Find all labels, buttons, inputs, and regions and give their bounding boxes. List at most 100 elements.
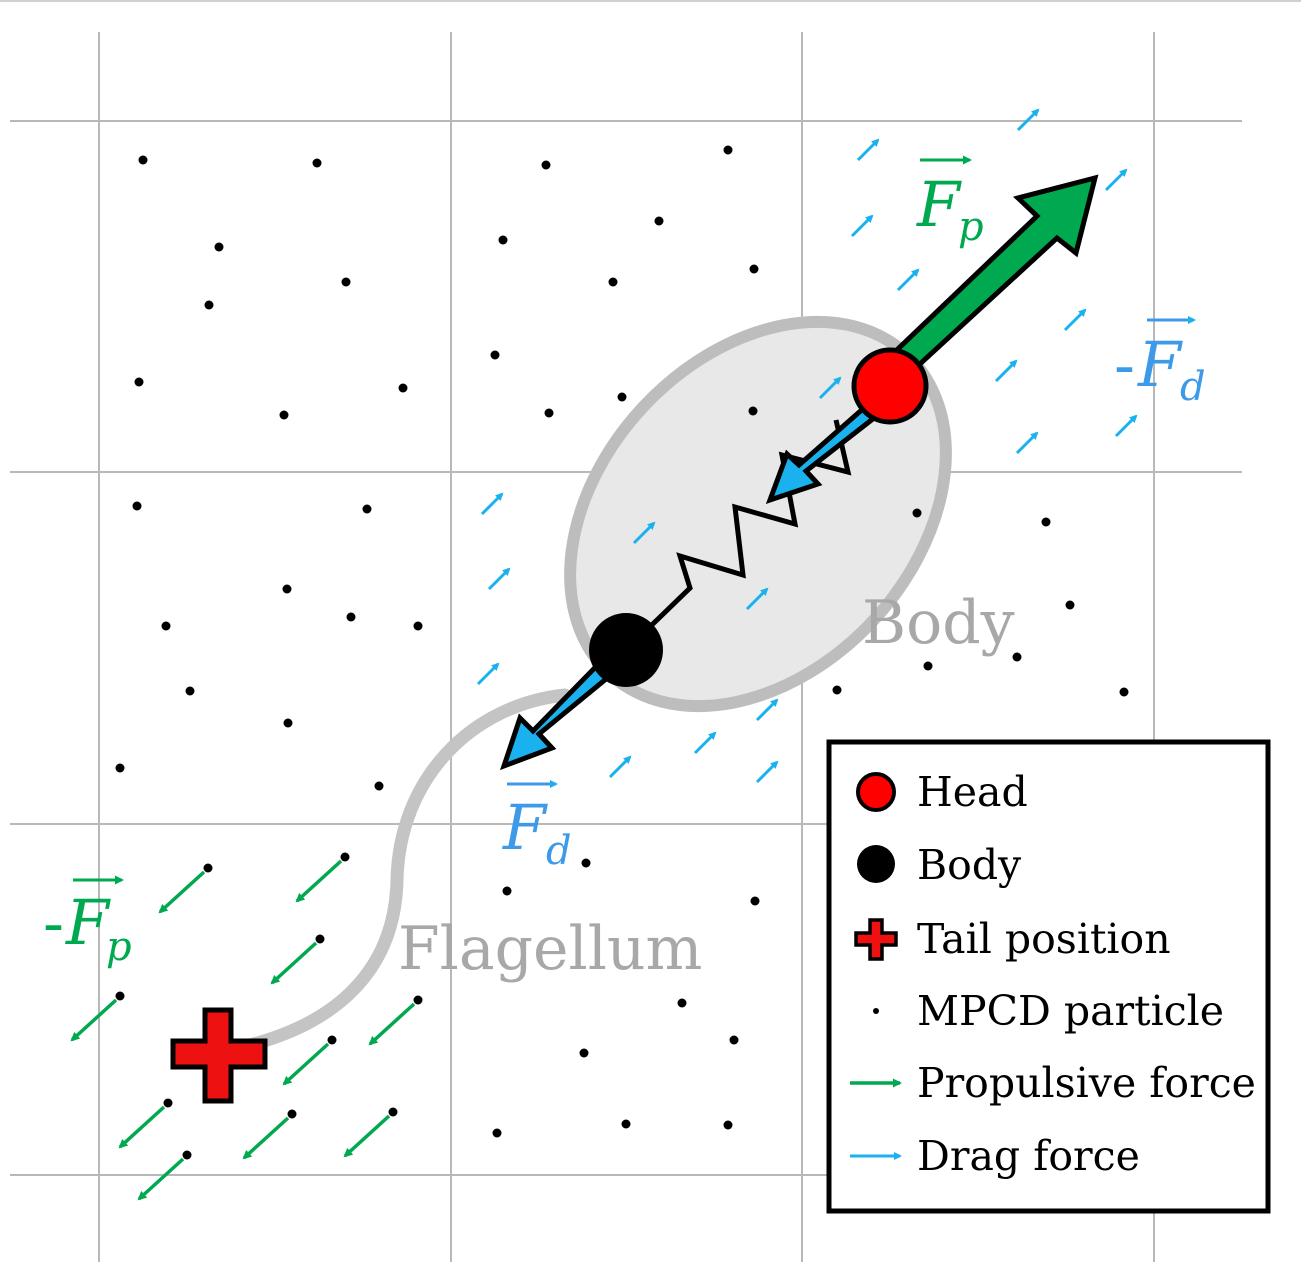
fp-label: F p <box>916 155 984 250</box>
drag-force-arrow <box>1015 431 1039 455</box>
legend-item-head: Head <box>856 768 1028 816</box>
mpcd-particle <box>1012 652 1022 662</box>
legend-head-label: Head <box>917 768 1028 816</box>
mpcd-particle <box>327 1035 337 1045</box>
drag-force-arrow <box>755 760 779 784</box>
drag-force-arrow <box>608 755 632 779</box>
mpcd-particle <box>341 277 351 287</box>
drag-force-arrow <box>896 268 920 292</box>
drag-force-arrow <box>480 492 504 516</box>
drag-force-arrow <box>1016 108 1040 132</box>
mpcd-particle <box>346 612 356 622</box>
drag-force-arrow <box>745 587 769 611</box>
minus-fd-prefix: - <box>1114 328 1135 401</box>
legend-tail-label: Tail position <box>917 915 1171 963</box>
drag-force-arrow <box>994 359 1018 383</box>
propulsive-force-arrow <box>137 1157 185 1201</box>
mpcd-particle <box>185 686 195 696</box>
mpcd-particle <box>138 155 148 165</box>
drag-force-arrow <box>818 376 842 400</box>
mpcd-particles <box>115 145 1129 1138</box>
drag-force-arrow <box>693 731 717 755</box>
legend-body-label: Body <box>917 841 1022 889</box>
mpcd-particle <box>581 858 591 868</box>
minus-fp-label: - F p <box>43 875 132 970</box>
mpcd-particle <box>362 504 372 514</box>
flagellum-region-label: Flagellum <box>398 914 702 984</box>
mpcd-particle <box>544 408 554 418</box>
legend-box <box>826 739 1271 1214</box>
mpcd-particle <box>283 718 293 728</box>
flagellum <box>221 688 572 1057</box>
legend-mpcd-marker <box>873 1008 879 1014</box>
drag-force-arrow <box>850 214 874 238</box>
drag-force-arrow <box>755 698 779 722</box>
minus-fd-subscript: d <box>1180 364 1206 410</box>
propulsive-force-arrow <box>368 1002 416 1046</box>
mpcd-particle <box>340 852 350 862</box>
legend-mpcd-label: MPCD particle <box>917 987 1224 1035</box>
tail-cross <box>170 1007 268 1104</box>
mpcd-particle <box>374 781 384 791</box>
spring <box>624 419 852 652</box>
mpcd-particle <box>490 350 500 360</box>
mpcd-particle <box>315 934 325 944</box>
drag-force-arrow <box>476 662 500 686</box>
drag-force-arrow <box>1063 308 1087 332</box>
legend-item-body: Body <box>857 841 1022 889</box>
mpcd-particle <box>502 886 512 896</box>
mpcd-particle <box>654 216 664 226</box>
mpcd-particle <box>115 991 125 1001</box>
mpcd-particle <box>617 392 627 402</box>
drag-force-arrow <box>1104 168 1128 192</box>
fd-symbol: F <box>502 791 548 864</box>
legend-item-tail: Tail position <box>854 915 1171 963</box>
minus-fd-symbol: F <box>1137 328 1183 401</box>
mpcd-particle <box>832 685 842 695</box>
head-bead <box>851 347 929 425</box>
drag-arrows <box>476 108 1138 784</box>
mpcd-particle <box>608 277 618 287</box>
mpcd-particle <box>677 998 687 1008</box>
mpcd-particle <box>132 501 142 511</box>
mpcd-particle <box>204 300 214 310</box>
minus-fp-symbol: F <box>65 886 111 959</box>
legend: Head Body Tail position MPCD particle Pr… <box>826 739 1271 1214</box>
mpcd-particle <box>1119 687 1129 697</box>
mpcd-particle <box>750 896 760 906</box>
drag-force-arrow <box>856 138 880 162</box>
mpcd-particle <box>398 383 408 393</box>
mpcd-particle <box>182 1150 192 1160</box>
propulsive-force-arrow <box>242 1116 290 1160</box>
mpcd-particle <box>115 763 125 773</box>
propulsive-force-arrow <box>282 1042 330 1086</box>
legend-drag-label: Drag force <box>917 1132 1140 1180</box>
mpcd-particle <box>579 1048 589 1058</box>
propulsive-force-arrow <box>70 998 118 1042</box>
propulsive-force-arrow <box>343 1114 391 1158</box>
minus-fp-prefix: - <box>43 886 64 959</box>
fp-subscript: p <box>958 204 984 250</box>
minus-fp-subscript: p <box>106 924 132 970</box>
fp-symbol: F <box>916 168 962 241</box>
mpcd-particle <box>541 160 551 170</box>
mpcd-particle <box>388 1107 398 1117</box>
mpcd-particle <box>161 621 171 631</box>
legend-tail-marker <box>854 918 898 961</box>
propulsive-force-arrow <box>295 859 343 903</box>
mpcd-particle <box>312 158 322 168</box>
minus-fd-label: - F d <box>1114 316 1206 410</box>
fd-subscript: d <box>546 828 572 874</box>
legend-propulsive-label: Propulsive force <box>917 1059 1256 1107</box>
propulsive-arrows <box>70 852 423 1201</box>
mpcd-particle <box>163 1098 173 1108</box>
top-rule <box>0 0 1301 2</box>
mpcd-particle <box>748 406 758 416</box>
mpcd-particle <box>1041 517 1051 527</box>
propulsive-force-arrow <box>118 1105 166 1149</box>
drag-force-arrow <box>632 521 656 545</box>
legend-body-marker <box>857 845 895 883</box>
mpcd-particle <box>214 242 224 252</box>
mpcd-particle <box>729 1035 739 1045</box>
